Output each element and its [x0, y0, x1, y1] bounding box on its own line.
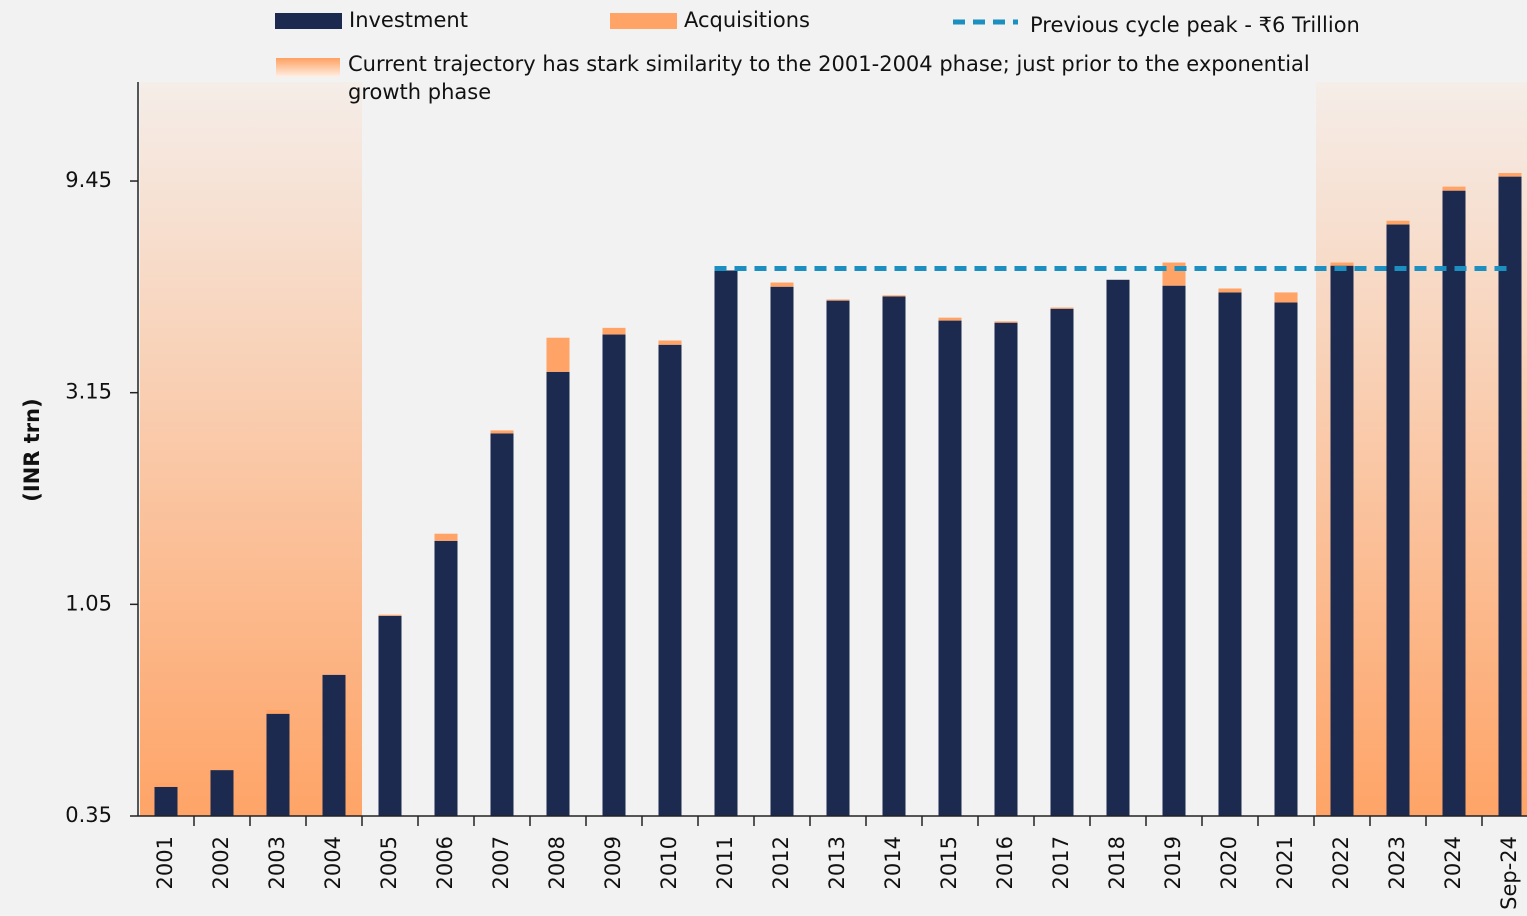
y-tick-label: 0.35 — [65, 803, 112, 827]
x-tick-label: 2013 — [825, 836, 849, 889]
bar-segment — [602, 334, 626, 816]
bar-segment — [1218, 288, 1242, 293]
x-tick-label: 2016 — [993, 836, 1017, 889]
legend-label: Previous cycle peak - ₹6 Trillion — [1030, 13, 1360, 37]
x-tick-label: 2005 — [377, 836, 401, 889]
bar-segment — [826, 299, 850, 301]
bar-segment — [1274, 292, 1298, 303]
bar-segment — [378, 615, 402, 816]
bar-segment — [1162, 285, 1186, 816]
bar-segment — [1162, 262, 1186, 286]
x-tick-label: 2004 — [321, 836, 345, 889]
bar-segment — [826, 300, 850, 817]
bar-segment — [1218, 292, 1242, 816]
bar-segment — [1330, 265, 1354, 816]
x-tick-label: 2001 — [153, 836, 177, 889]
legend-swatch — [275, 13, 342, 29]
bar-segment — [490, 430, 514, 434]
bar-segment — [490, 433, 514, 816]
bar-segment — [546, 371, 570, 816]
x-tick-label: 2006 — [433, 836, 457, 889]
bar-segment — [1274, 302, 1298, 817]
x-tick-label: 2018 — [1105, 836, 1129, 889]
y-tick-label: 9.45 — [65, 168, 112, 192]
x-tick-label: 2020 — [1217, 836, 1241, 889]
x-tick-label: 2002 — [209, 836, 233, 889]
y-axis-label: (INR trn) — [20, 398, 44, 501]
legend-swatch — [610, 13, 677, 29]
bar-segment — [1498, 173, 1522, 177]
bar-segment — [1106, 279, 1130, 816]
bar-segment — [1330, 262, 1354, 266]
x-tick-label: 2019 — [1161, 836, 1185, 889]
y-tick-label: 3.15 — [65, 380, 112, 404]
bar-segment — [266, 713, 290, 816]
bar-segment — [658, 340, 682, 345]
bar-segment — [266, 709, 290, 714]
bar-segment — [994, 322, 1018, 816]
bar-segment — [882, 295, 906, 297]
bar-segment — [1386, 220, 1410, 225]
y-tick-label: 1.05 — [65, 591, 112, 615]
x-tick-label: 2003 — [265, 836, 289, 889]
x-tick-label: 2015 — [937, 836, 961, 889]
legend-label: Acquisitions — [684, 8, 810, 32]
bar-segment — [770, 282, 794, 287]
bar-segment — [994, 321, 1018, 323]
x-tick-label: 2017 — [1049, 836, 1073, 889]
bar-segment — [322, 674, 346, 816]
x-tick-label: 2022 — [1329, 836, 1353, 889]
bar-segment — [938, 320, 962, 816]
x-tick-label: 2007 — [489, 836, 513, 889]
bar-segment — [1386, 224, 1410, 816]
bar-segment — [1442, 186, 1466, 191]
x-tick-label: 2023 — [1385, 836, 1409, 889]
bar-segment — [938, 317, 962, 321]
x-tick-label: 2014 — [881, 836, 905, 889]
bar-segment — [770, 286, 794, 816]
bar-segment — [434, 540, 458, 816]
x-tick-label: 2021 — [1273, 836, 1297, 889]
x-tick-label: 2011 — [713, 836, 737, 889]
bar-segment — [154, 783, 178, 787]
bar-segment — [434, 533, 458, 541]
x-tick-label: 2024 — [1441, 836, 1465, 889]
bar-segment — [1442, 190, 1466, 816]
bar-segment — [546, 337, 570, 372]
bar-segment — [210, 770, 234, 816]
bar-segment — [714, 270, 738, 816]
bar-segment — [1498, 176, 1522, 816]
bar-segment — [1050, 307, 1074, 309]
x-tick-label: 2008 — [545, 836, 569, 889]
legend-swatch — [276, 58, 340, 77]
x-tick-label: Sep-24 — [1497, 836, 1521, 910]
legend-label: growth phase — [348, 80, 491, 104]
bar-segment — [1050, 308, 1074, 816]
bar-segment — [154, 786, 178, 816]
x-tick-label: 2012 — [769, 836, 793, 889]
bar-segment — [658, 344, 682, 816]
bar-segment — [602, 327, 626, 335]
legend-label: Investment — [349, 8, 468, 32]
x-tick-label: 2010 — [657, 836, 681, 889]
bar-segment — [378, 614, 402, 616]
x-tick-label: 2009 — [601, 836, 625, 889]
bar-segment — [882, 296, 906, 816]
legend-label: Current trajectory has stark similarity … — [348, 52, 1310, 76]
